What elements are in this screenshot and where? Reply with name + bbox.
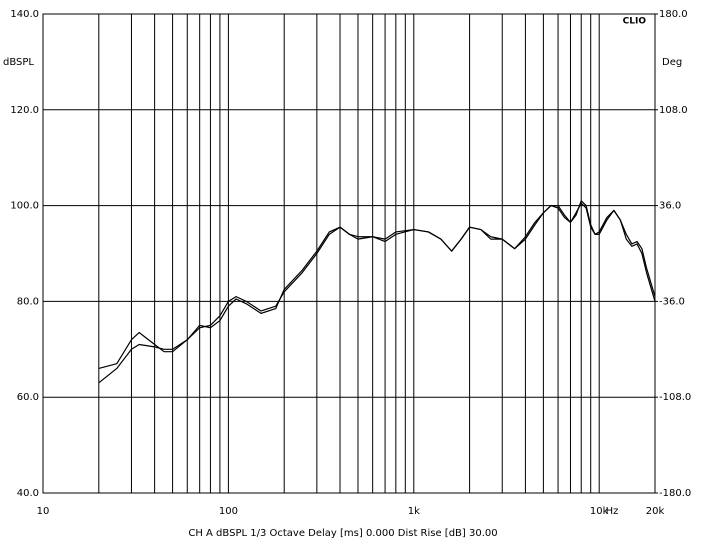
plot-frame <box>42 13 656 494</box>
y-tick-label: 60.0 <box>17 392 39 403</box>
y2-tick-label: -36.0 <box>659 296 685 307</box>
x-tick-label: 10k <box>590 506 609 517</box>
y2-axis-label: Deg <box>662 57 682 68</box>
footer: CH A dBSPL 1/3 Octave Delay [ms] 0.000 D… <box>188 528 497 539</box>
line-series <box>98 202 656 370</box>
brand: CLIO <box>623 17 647 27</box>
y2-tick-label: 36.0 <box>659 201 681 212</box>
y-tick-label: 120.0 <box>10 105 39 116</box>
x-tick-label: 20k <box>646 506 665 517</box>
y-tick-label: 40.0 <box>17 488 39 499</box>
y2-tick-label: 108.0 <box>659 105 688 116</box>
y2-tick-label: -180.0 <box>659 488 691 499</box>
x-tick-label: 1k <box>408 506 420 517</box>
y-tick-label: 100.0 <box>10 201 39 212</box>
y2-tick-label: -108.0 <box>659 392 691 403</box>
y2-tick-label: 180.0 <box>659 9 688 20</box>
x-axis-label: Hz <box>606 506 619 517</box>
x-tick-label: 10 <box>37 506 50 517</box>
y-tick-label: 80.0 <box>17 296 39 307</box>
y-tick-label: 140.0 <box>10 9 39 20</box>
line-series <box>98 200 656 384</box>
x-tick-label: 100 <box>219 506 238 517</box>
y-axis-label: dBSPL <box>3 57 34 68</box>
